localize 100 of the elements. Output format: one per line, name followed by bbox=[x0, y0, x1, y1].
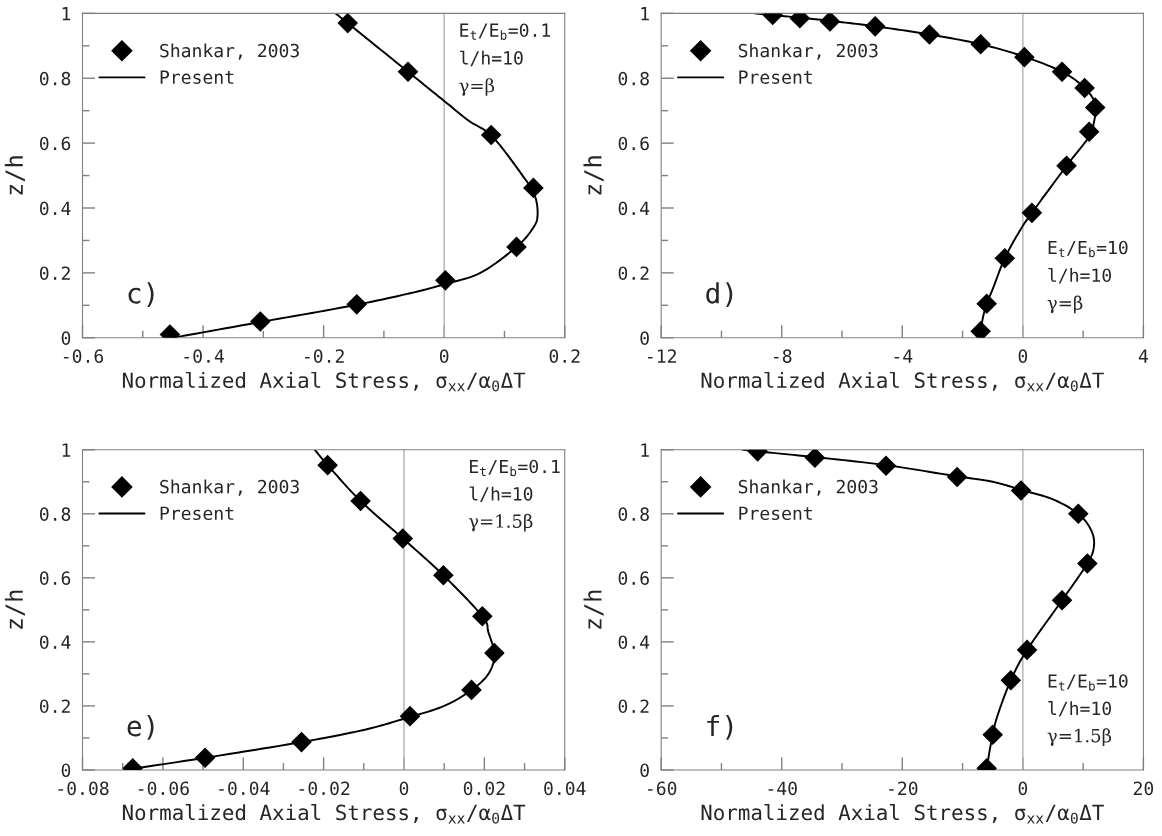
x-tick-label: -0.4 bbox=[184, 349, 224, 363]
annotation: e) bbox=[127, 714, 154, 740]
point bbox=[875, 455, 897, 477]
x-tick-label: -0.06 bbox=[138, 781, 189, 796]
x-axis-title: Normalized Axial Stress, σ$_{xx}$/α$_{0}$ΔT bbox=[122, 371, 526, 392]
y-tick-label: 0 bbox=[61, 331, 71, 345]
legend-label: Shankar, 2003 bbox=[160, 479, 299, 496]
point bbox=[1056, 155, 1077, 177]
point bbox=[1014, 46, 1035, 68]
y-tick-label: 1 bbox=[62, 443, 71, 457]
point bbox=[1078, 121, 1100, 143]
point bbox=[1074, 77, 1095, 99]
annotation: E$_{t}$/E$_{b}$=0.1 bbox=[470, 459, 560, 477]
point bbox=[994, 247, 1016, 269]
y-tick-label: 0.4 bbox=[39, 201, 71, 216]
point bbox=[976, 293, 997, 314]
annotation: f) bbox=[707, 714, 733, 740]
y-tick-label: 0.2 bbox=[618, 266, 649, 281]
y-axis-title: z/h bbox=[4, 590, 25, 629]
annotation: l/h=10 bbox=[460, 50, 523, 67]
point bbox=[1010, 480, 1032, 501]
annotation: l/h=10 bbox=[469, 486, 533, 503]
y-tick-label: 0.2 bbox=[39, 266, 70, 281]
x-tick-label: -0.04 bbox=[219, 781, 270, 796]
x-tick-label: 0 bbox=[439, 349, 449, 363]
point bbox=[350, 490, 371, 512]
x-tick-label: 20 bbox=[1133, 781, 1154, 796]
point bbox=[804, 449, 826, 469]
point bbox=[1068, 503, 1089, 525]
x-tick-label: 0 bbox=[1018, 781, 1028, 796]
annotation: γ=1.5β bbox=[468, 513, 533, 532]
point bbox=[1084, 97, 1106, 118]
point bbox=[1016, 639, 1038, 661]
y-tick-label: 0.2 bbox=[39, 699, 70, 714]
y-tick-label: 0.4 bbox=[618, 201, 650, 216]
annotation: γ=β bbox=[459, 78, 495, 96]
x-tick-label: -20 bbox=[889, 781, 918, 796]
y-tick-label: 0.6 bbox=[618, 571, 649, 586]
point bbox=[317, 454, 338, 476]
point bbox=[819, 13, 841, 32]
x-tick-label: -0.08 bbox=[58, 781, 109, 796]
legend-label: Present bbox=[739, 506, 812, 521]
point bbox=[346, 294, 368, 315]
y-tick-label: 0.6 bbox=[39, 136, 71, 151]
point bbox=[1051, 589, 1073, 611]
point bbox=[982, 724, 1004, 746]
x-tick-label: -4 bbox=[894, 349, 913, 363]
point bbox=[399, 705, 421, 727]
y-tick-label: 0.8 bbox=[618, 71, 649, 86]
point bbox=[433, 564, 454, 586]
annotation: l/h=10 bbox=[1048, 701, 1112, 717]
y-tick-label: 0 bbox=[61, 763, 71, 778]
y-axis-title: z/h bbox=[4, 156, 25, 195]
x-axis-title: Normalized Axial Stress, σ$_{xx}$/α$_{0}$ΔT bbox=[701, 371, 1104, 392]
point bbox=[919, 24, 940, 45]
y-tick-label: 0.8 bbox=[618, 507, 649, 521]
annotation: γ=β bbox=[1047, 295, 1083, 314]
y-tick-label: 0.6 bbox=[39, 571, 71, 586]
y-tick-label: 0.8 bbox=[39, 71, 71, 86]
point bbox=[523, 177, 544, 199]
legend-label: Present bbox=[739, 70, 812, 84]
y-tick-label: 1 bbox=[641, 7, 649, 21]
point bbox=[1000, 670, 1022, 691]
point bbox=[472, 605, 493, 627]
y-tick-label: 0.8 bbox=[39, 507, 71, 521]
x-tick-label: -0.6 bbox=[63, 349, 104, 363]
point bbox=[337, 13, 359, 34]
x-tick-label: 0 bbox=[1018, 349, 1028, 363]
x-tick-label: 0 bbox=[399, 781, 409, 796]
y-tick-label: 0.4 bbox=[618, 635, 650, 650]
point bbox=[194, 747, 216, 769]
y-axis-title: z/h bbox=[583, 590, 604, 629]
annotation: E$_{t}$/E$_{b}$=10 bbox=[1048, 674, 1128, 691]
x-axis-title: Normalized Axial Stress, σ$_{xx}$/α$_{0}$ΔT bbox=[122, 804, 526, 824]
legend-label: Shankar, 2003 bbox=[738, 479, 878, 496]
y-tick-label: 0.4 bbox=[39, 635, 71, 650]
annotation: γ=1.5β bbox=[1047, 728, 1112, 746]
x-tick-label: -0.02 bbox=[299, 781, 350, 796]
y-tick-label: 0.6 bbox=[618, 136, 649, 151]
point bbox=[1077, 553, 1098, 574]
y-tick-label: 0.2 bbox=[618, 699, 649, 714]
point bbox=[946, 466, 968, 488]
annotation: E$_{t}$/E$_{b}$=0.1 bbox=[460, 23, 551, 40]
y-axis-title: z/h bbox=[583, 156, 604, 195]
point bbox=[435, 270, 456, 291]
x-tick-label: 0.02 bbox=[463, 781, 505, 796]
y-tick-label: 1 bbox=[641, 443, 649, 457]
legend-label: Present bbox=[160, 70, 234, 84]
x-tick-label: -12 bbox=[648, 349, 676, 363]
y-tick-label: 0 bbox=[640, 331, 649, 345]
annotation: E$_{t}$/E$_{b}$=10 bbox=[1048, 240, 1128, 258]
legend-label: Present bbox=[160, 506, 234, 521]
point bbox=[484, 642, 505, 664]
y-tick-label: 0 bbox=[640, 763, 649, 778]
point bbox=[291, 731, 312, 753]
annotation: c) bbox=[128, 282, 154, 307]
x-tick-label: 0.2 bbox=[549, 349, 580, 363]
point bbox=[250, 311, 271, 332]
x-axis-title: Normalized Axial Stress, σ$_{xx}$/α$_{0}$ΔT bbox=[701, 804, 1104, 824]
point bbox=[480, 124, 502, 146]
